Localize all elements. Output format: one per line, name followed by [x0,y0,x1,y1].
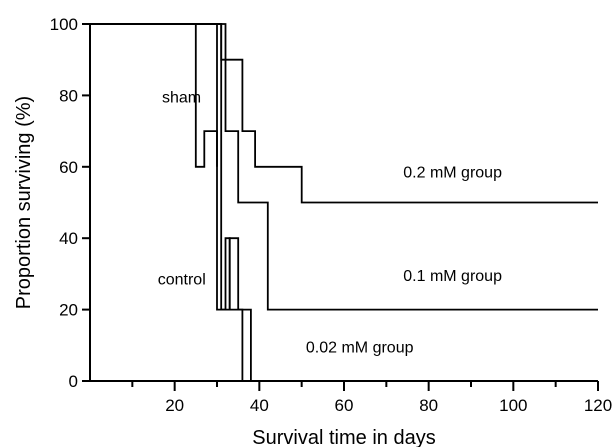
y-axis-title: Proportion surviving (%) [13,96,35,309]
x-tick-label: 40 [250,396,269,415]
axes: 0 20 40 60 80 100 20 40 60 80 100 120 [50,15,613,415]
y-tick-label: 60 [59,158,78,177]
x-axis-title: Survival time in days [252,427,435,447]
y-tick-label: 80 [59,86,78,105]
y-tick-label: 40 [59,229,78,248]
series-line-control [90,23,244,381]
y-tick-label: 100 [50,15,78,34]
annotation-layer: sham control 0.2 mM group 0.1 mM group 0.02 … [158,90,502,357]
x-tick-label: 80 [419,396,438,415]
series-annotation: control [158,272,206,289]
series-line-0-02-mm-group [90,23,252,381]
series-line-0-1-mm-group [90,23,598,311]
series-annotation: sham [162,90,201,107]
series-annotation: 0.1 mM group [403,268,502,285]
y-tick-label: 20 [59,301,78,320]
series-annotation: 0.02 mM group [306,339,414,356]
x-tick-label: 20 [165,396,184,415]
series-annotation: 0.2 mM group [403,165,502,182]
x-tick-label: 100 [499,396,527,415]
series-line-0-2-mm-group [90,23,598,204]
y-tick-label: 0 [69,372,78,391]
x-tick-label: 60 [335,396,354,415]
series-layer [90,23,598,381]
x-tick-label: 120 [584,396,612,415]
